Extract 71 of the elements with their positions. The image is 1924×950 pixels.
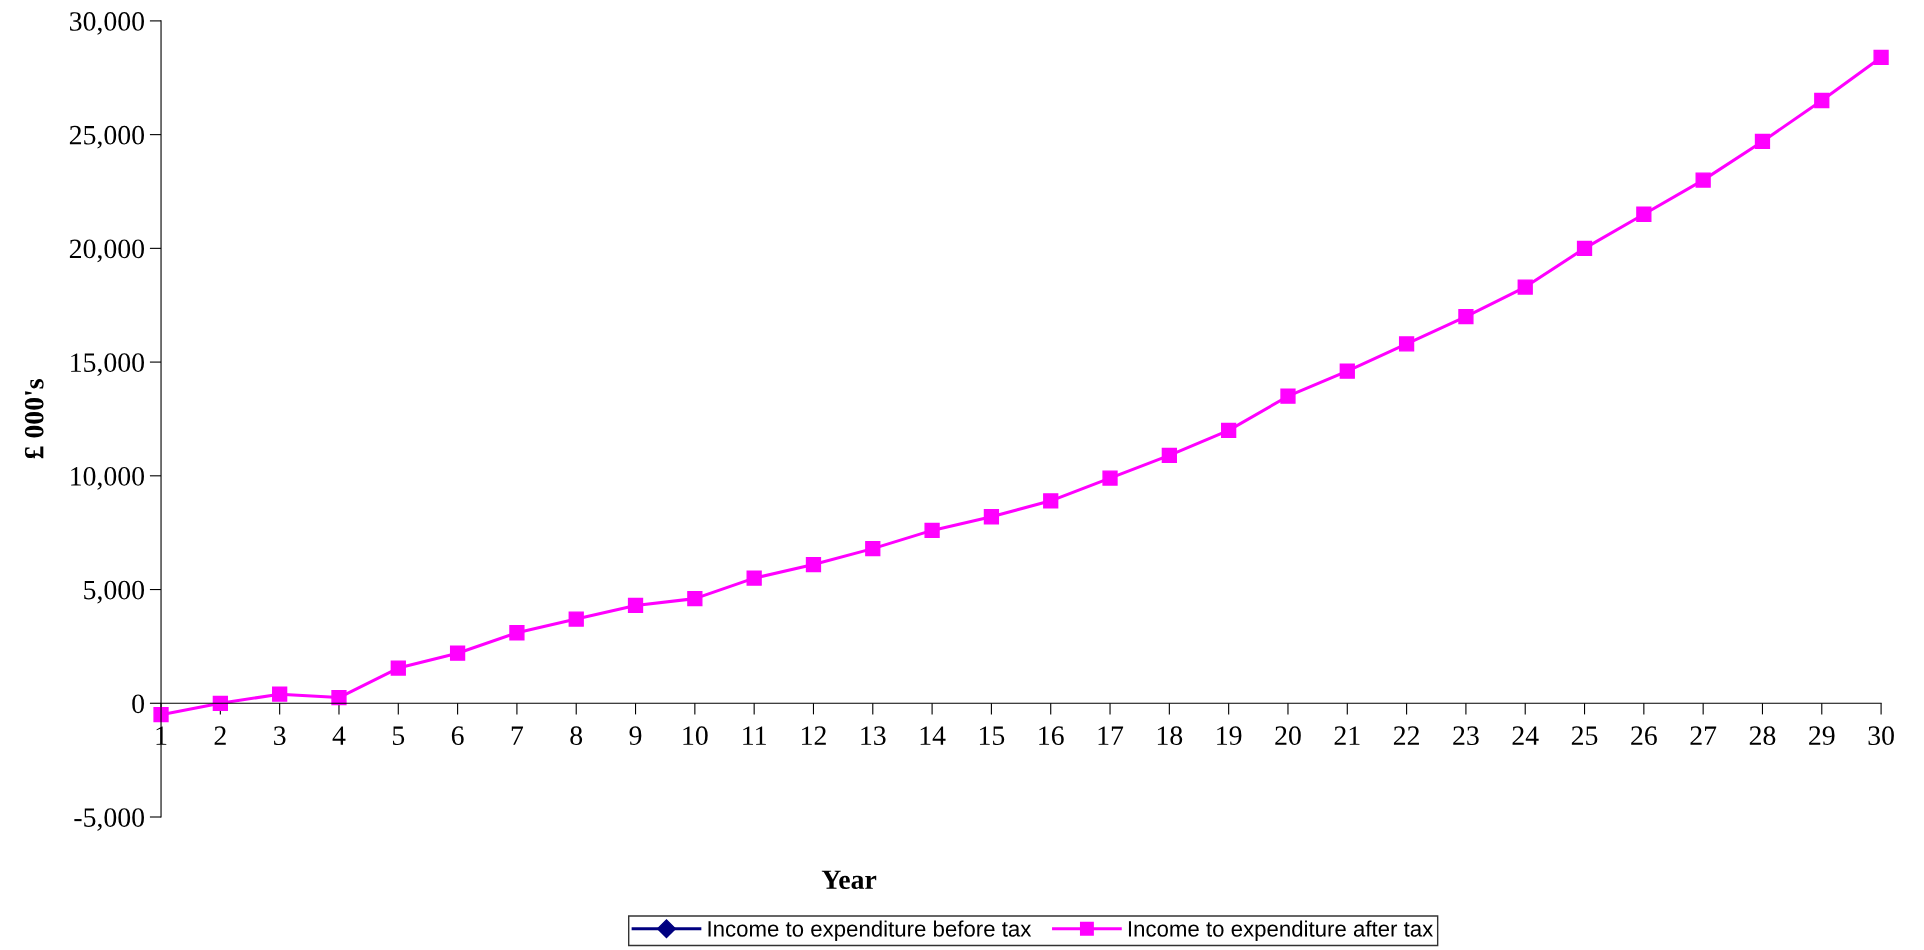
point [1517,279,1533,295]
point [924,522,940,539]
point [1636,206,1652,222]
point [865,540,881,557]
x-tick-label: 8 [570,726,583,746]
x-tick-label: 10 [683,726,708,746]
x-tick-label: 21 [1334,726,1360,745]
x-tick-label: 7 [511,726,524,745]
x-tick-label: 17 [1098,726,1124,745]
y-tick-label: 30,000 [70,12,145,35]
x-tick-label: 18 [1157,726,1183,746]
y-tick-label: 20,000 [69,239,145,263]
y-tick-label: 25,000 [69,125,145,149]
point [1458,308,1474,325]
point [1814,92,1830,109]
point [746,570,762,586]
point [1695,172,1711,188]
x-tick-label: 24 [1512,726,1539,745]
x-tick-label: 28 [1749,726,1776,746]
x-tick-label: 6 [451,726,464,746]
point [390,660,406,676]
x-tick-label: 15 [979,726,1005,746]
point [331,689,347,706]
x-tick-label: 29 [1809,726,1835,746]
point [1576,240,1593,256]
x-tick-label: 4 [332,726,346,745]
x-tick-label: 22 [1393,726,1419,745]
x-tick-label: 12 [802,726,826,745]
point [568,611,584,627]
x-tick-label: 2 [214,726,226,745]
point [805,556,822,573]
point [1754,133,1771,150]
point [1161,447,1177,463]
y-tick-label: 0 [132,694,145,714]
point [687,591,703,607]
y-tick-label: 5,000 [84,580,145,604]
y-axis-title: £ 000's [24,379,44,459]
x-tick-label: 25 [1571,726,1598,746]
point [449,645,466,661]
x-tick-label: 13 [861,726,886,746]
legend-label: Income to expenditure before tax [708,920,1032,942]
point [212,695,228,711]
y-tick-label: -5,000 [74,808,145,831]
point [509,625,525,641]
y-tick-label: 10,000 [71,466,145,490]
x-tick-label: 30 [1868,726,1894,746]
point [983,509,1000,525]
x-tick-label: 5 [392,726,405,746]
x-tick-label: 19 [1217,726,1242,746]
point [1398,336,1415,352]
x-axis-title: Year [821,870,877,890]
x-tick-label: 27 [1690,726,1717,745]
x-tick-label: 11 [743,726,766,745]
point [1043,493,1059,509]
point [1873,49,1889,65]
point [272,686,288,702]
x-tick-label: 26 [1631,726,1657,746]
x-tick-label: 23 [1453,726,1479,746]
point [1221,422,1237,438]
x-tick-label: 9 [629,726,642,746]
legend-label: Income to expenditure after tax [1128,920,1434,942]
x-tick-label: 16 [1039,726,1064,746]
x-tick-label: 14 [920,726,946,745]
point [1280,388,1296,404]
point [153,707,169,723]
point [627,597,644,614]
x-tick-label: 20 [1275,726,1301,746]
point [1102,470,1118,486]
y-tick-label: 15,000 [71,353,145,376]
point [1339,363,1355,379]
x-tick-label: 3 [274,726,286,746]
